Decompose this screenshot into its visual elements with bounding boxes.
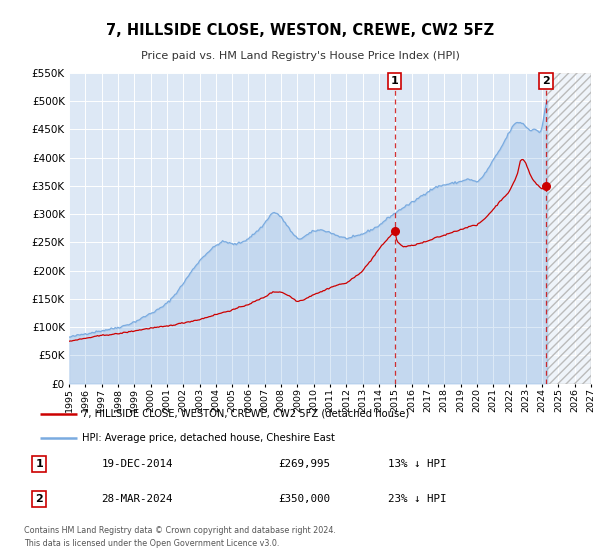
Text: 28-MAR-2024: 28-MAR-2024	[101, 494, 173, 504]
Text: HPI: Average price, detached house, Cheshire East: HPI: Average price, detached house, Ches…	[82, 433, 335, 443]
Text: 1: 1	[391, 76, 398, 86]
Bar	[547, 73, 591, 384]
Text: 7, HILLSIDE CLOSE, WESTON, CREWE, CW2 5FZ (detached house): 7, HILLSIDE CLOSE, WESTON, CREWE, CW2 5F…	[82, 409, 409, 419]
Text: 1: 1	[35, 459, 43, 469]
Text: 19-DEC-2014: 19-DEC-2014	[101, 459, 173, 469]
Text: 13% ↓ HPI: 13% ↓ HPI	[388, 459, 447, 469]
Text: £350,000: £350,000	[278, 494, 330, 504]
Text: 2: 2	[35, 494, 43, 504]
Text: 23% ↓ HPI: 23% ↓ HPI	[388, 494, 447, 504]
Text: £269,995: £269,995	[278, 459, 330, 469]
Text: 7, HILLSIDE CLOSE, WESTON, CREWE, CW2 5FZ: 7, HILLSIDE CLOSE, WESTON, CREWE, CW2 5F…	[106, 24, 494, 38]
Text: This data is licensed under the Open Government Licence v3.0.: This data is licensed under the Open Gov…	[24, 539, 280, 548]
Text: 2: 2	[542, 76, 550, 86]
Text: Price paid vs. HM Land Registry's House Price Index (HPI): Price paid vs. HM Land Registry's House …	[140, 51, 460, 61]
Bar	[547, 73, 591, 384]
Text: Contains HM Land Registry data © Crown copyright and database right 2024.: Contains HM Land Registry data © Crown c…	[24, 526, 336, 535]
